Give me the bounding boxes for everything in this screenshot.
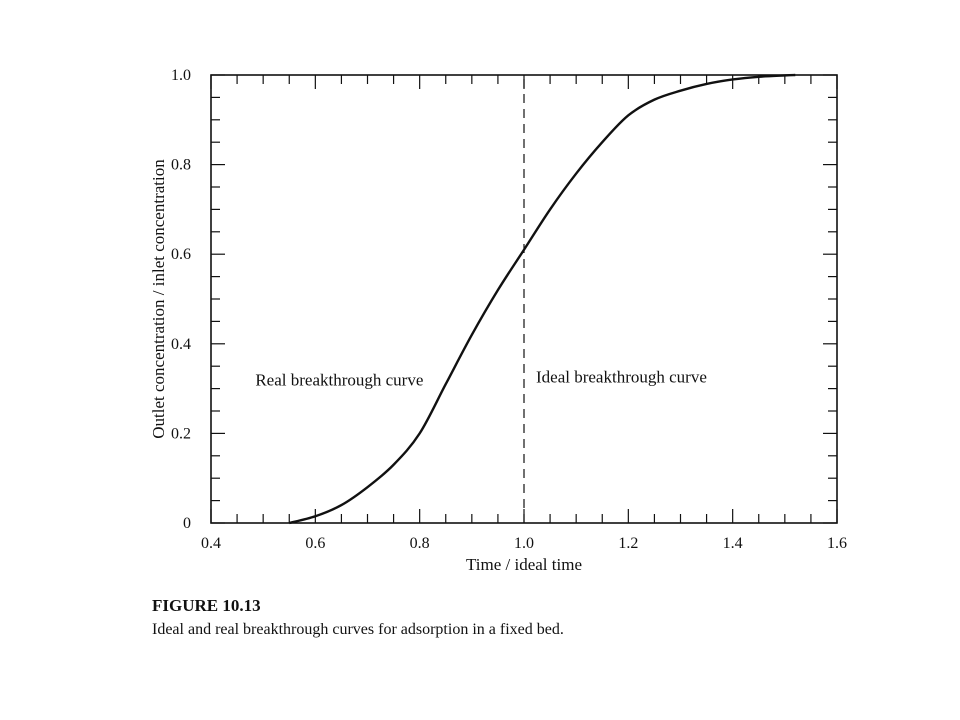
x-tick-label: 1.4 — [723, 535, 743, 552]
annotation-real-curve: Real breakthrough curve — [255, 371, 423, 390]
x-tick-label: 0.8 — [410, 535, 430, 552]
annotation-ideal-curve: Ideal breakthrough curve — [536, 368, 707, 387]
x-tick-label: 0.4 — [201, 535, 221, 552]
y-tick-label: 1.0 — [171, 67, 191, 84]
y-tick-label: 0.8 — [171, 157, 191, 174]
y-tick-label: 0.2 — [171, 425, 191, 442]
annotations: Real breakthrough curve Ideal breakthroug… — [255, 368, 707, 390]
x-tick-label: 1.2 — [618, 535, 638, 552]
tick-labels: 0.4 0.6 0.8 1.0 1.2 1.4 1.6 0 0.2 0.4 0.6 0.8 1.0 — [171, 67, 847, 552]
data-series — [288, 73, 796, 525]
x-tick-label: 0.6 — [305, 535, 325, 552]
real-breakthrough-curve — [288, 73, 796, 525]
axis-ticks — [210, 74, 838, 524]
figure-description: Ideal and real breakthrough curves for a… — [152, 621, 564, 638]
x-axis-label: Time / ideal time — [466, 555, 582, 574]
y-tick-label: 0.6 — [171, 246, 191, 263]
figure-number: FIGURE 10.13 — [152, 596, 261, 615]
figure-caption: FIGURE 10.13 Ideal and real breakthrough… — [152, 596, 564, 640]
x-tick-label: 1.6 — [827, 535, 847, 552]
y-tick-label: 0.4 — [171, 336, 191, 353]
x-tick-label: 1.0 — [514, 535, 534, 552]
y-tick-label: 0 — [183, 515, 191, 532]
y-axis-label: Outlet concentration / inlet concentrati… — [149, 159, 168, 439]
